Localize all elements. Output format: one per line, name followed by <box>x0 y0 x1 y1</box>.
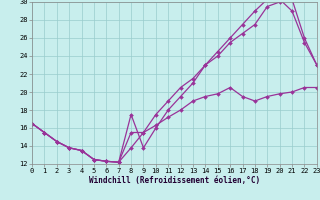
X-axis label: Windchill (Refroidissement éolien,°C): Windchill (Refroidissement éolien,°C) <box>89 176 260 185</box>
